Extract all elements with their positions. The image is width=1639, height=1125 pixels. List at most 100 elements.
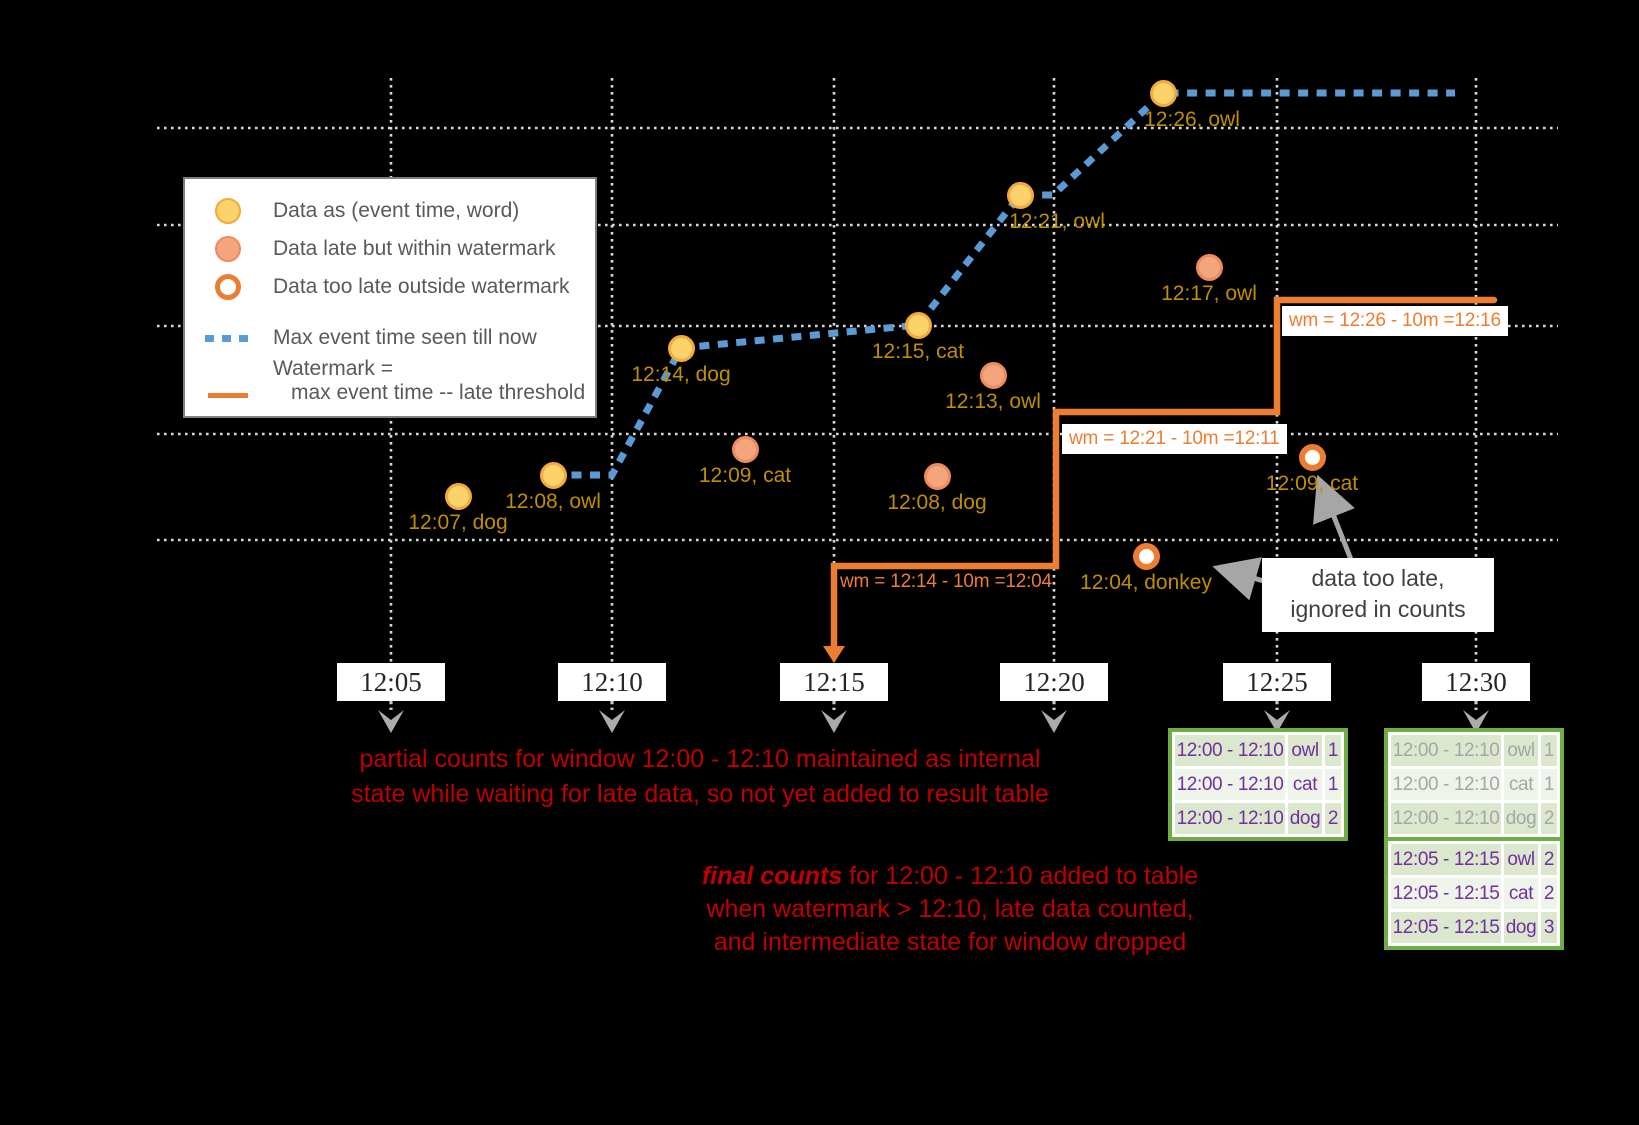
table-row: 12:00 - 12:10 cat 1 xyxy=(1175,769,1341,800)
data-point-label: 12:26, owl xyxy=(1144,108,1240,131)
result-table-1225: 12:00 - 12:10 owl 1 12:00 - 12:10 cat 1 12:00 … xyxy=(1168,728,1348,841)
too-late-callout-line2: ignored in counts xyxy=(1290,596,1466,622)
data-point-label: 12:07, dog xyxy=(408,511,508,534)
table-row: 12:05 - 12:15 dog 3 xyxy=(1391,912,1557,943)
data-point-label: 12:09, cat xyxy=(1265,472,1359,495)
legend-item-label: Data as (event time, word) xyxy=(273,199,519,223)
data-point-label: 12:21, owl xyxy=(1009,210,1105,233)
legend-item: Watermark = max event time -- late thresh… xyxy=(205,357,595,423)
word-cell: cat xyxy=(1504,769,1538,800)
count-cell: 2 xyxy=(1541,844,1557,875)
data-point-label: 12:04, donkey xyxy=(1080,571,1212,594)
legend-label-line1: Watermark = xyxy=(273,357,393,380)
time-label-1230: 12:30 xyxy=(1422,663,1530,701)
annotation-final-line1: final counts for 12:00 - 12:10 added to … xyxy=(650,860,1250,893)
axis-arrow-head-icon xyxy=(821,710,847,733)
result-table-group: 12:05 - 12:15 owl 2 12:05 - 12:15 cat 2 12:05 … xyxy=(1384,837,1564,950)
salmon-dot-icon xyxy=(215,236,241,262)
word-cell: cat xyxy=(1288,769,1322,800)
data-point-label: 12:08, owl xyxy=(505,490,601,513)
annotation-partial-line1: partial counts for window 12:00 - 12:10 … xyxy=(359,745,1041,773)
table-row: 12:00 - 12:10 owl 1 xyxy=(1391,735,1557,766)
data-point-label: 12:15, cat xyxy=(871,340,965,363)
yellow-dot-icon xyxy=(205,198,251,224)
window-cell: 12:05 - 12:15 xyxy=(1391,878,1501,909)
axis-arrow-head-icon xyxy=(378,710,404,733)
window-cell: 12:00 - 12:10 xyxy=(1175,735,1285,766)
watermark-label-1204: wm = 12:14 - 10m =12:04 xyxy=(840,571,1052,592)
word-cell: cat xyxy=(1504,878,1538,909)
annotation-final-line3: and intermediate state for window droppe… xyxy=(713,928,1187,956)
annotation-partial-counts: partial counts for window 12:00 - 12:10 … xyxy=(285,742,1115,812)
word-cell: owl xyxy=(1504,844,1538,875)
word-cell: dog xyxy=(1288,803,1322,834)
legend-item: Data as (event time, word) xyxy=(205,192,595,230)
window-cell: 12:05 - 12:15 xyxy=(1391,912,1501,943)
count-cell: 1 xyxy=(1541,769,1557,800)
legend-item: Data too late outside watermark xyxy=(205,268,595,306)
legend-label-line1: Data as (event time, word) xyxy=(273,199,520,222)
window-cell: 12:00 - 12:10 xyxy=(1391,769,1501,800)
axis-arrow-head-icon xyxy=(1041,710,1067,733)
word-cell: dog xyxy=(1504,912,1538,943)
window-cell: 12:00 - 12:10 xyxy=(1175,803,1285,834)
annotation-partial-line2: state while waiting for late data, so no… xyxy=(351,780,1049,808)
window-cell: 12:05 - 12:15 xyxy=(1391,844,1501,875)
word-cell: owl xyxy=(1288,735,1322,766)
data-point-1226-owl xyxy=(1149,79,1177,107)
watermark-label-1211: wm = 12:21 - 10m =12:11 xyxy=(1062,424,1287,454)
blue-dashed-line-icon xyxy=(205,334,251,342)
count-cell: 3 xyxy=(1541,912,1557,943)
hollow-dot-icon xyxy=(205,274,251,300)
count-cell: 2 xyxy=(1541,878,1557,909)
max-event-time-line xyxy=(553,89,1455,479)
count-cell: 1 xyxy=(1325,735,1341,766)
data-point-1217-owl xyxy=(1195,253,1223,281)
watermark-label-1216: wm = 12:26 - 10m =12:16 xyxy=(1282,306,1508,336)
yellow-dot-icon xyxy=(215,198,241,224)
count-cell: 2 xyxy=(1325,803,1341,834)
annotation-final-counts: final counts for 12:00 - 12:10 added to … xyxy=(650,860,1250,959)
count-cell: 1 xyxy=(1325,769,1341,800)
hollow-dot-icon xyxy=(215,274,241,300)
salmon-dot-icon xyxy=(205,236,251,262)
data-point-1213-owl xyxy=(979,361,1007,389)
table-row: 12:00 - 12:10 dog 2 xyxy=(1391,803,1557,834)
time-label-1215: 12:15 xyxy=(780,663,888,701)
legend-item-label: Data too late outside watermark xyxy=(273,275,569,299)
table-row: 12:05 - 12:15 cat 2 xyxy=(1391,878,1557,909)
legend-label-line2: max event time -- late threshold xyxy=(291,381,586,404)
time-label-1220: 12:20 xyxy=(1000,663,1108,701)
data-point-1215-cat xyxy=(904,311,932,339)
too-late-callout-line1: data too late, xyxy=(1311,565,1445,591)
data-point-label: 12:09, cat xyxy=(698,464,792,487)
time-label-1205: 12:05 xyxy=(337,663,445,701)
data-point-1214-dog xyxy=(667,334,695,362)
table-row: 12:05 - 12:15 owl 2 xyxy=(1391,844,1557,875)
legend-label-line1: Data late but within watermark xyxy=(273,237,556,260)
too-late-callout: data too late, ignored in counts xyxy=(1262,558,1494,632)
window-cell: 12:00 - 12:10 xyxy=(1391,735,1501,766)
axis-arrow-head-icon xyxy=(599,710,625,733)
axis-arrows xyxy=(378,701,1489,733)
data-point-1209-cat xyxy=(731,435,759,463)
data-point-1208-owl xyxy=(539,461,567,489)
window-cell: 12:00 - 12:10 xyxy=(1391,803,1501,834)
data-point-1209-cat xyxy=(1298,443,1326,471)
axis-arrow-head-icon xyxy=(1463,710,1489,733)
window-cell: 12:00 - 12:10 xyxy=(1175,769,1285,800)
data-point-1204-donkey xyxy=(1132,542,1160,570)
final-counts-emphasis: final counts xyxy=(701,862,843,890)
final-counts-rest: for 12:00 - 12:10 added to table xyxy=(842,862,1199,890)
axis-arrow-head-icon xyxy=(1264,710,1290,733)
time-label-1225: 12:25 xyxy=(1223,663,1331,701)
legend-item-label: Data late but within watermark xyxy=(273,237,555,261)
legend-items: Data as (event time, word) Data late but … xyxy=(205,192,595,423)
word-cell: dog xyxy=(1504,803,1538,834)
legend-label-line1: Max event time seen till now xyxy=(273,326,537,349)
word-cell: owl xyxy=(1504,735,1538,766)
result-table-1230: 12:00 - 12:10 owl 1 12:00 - 12:10 cat 1 12:00 … xyxy=(1384,728,1564,950)
legend-item: Data late but within watermark xyxy=(205,230,595,268)
legend-item-label: Max event time seen till now xyxy=(273,326,537,350)
